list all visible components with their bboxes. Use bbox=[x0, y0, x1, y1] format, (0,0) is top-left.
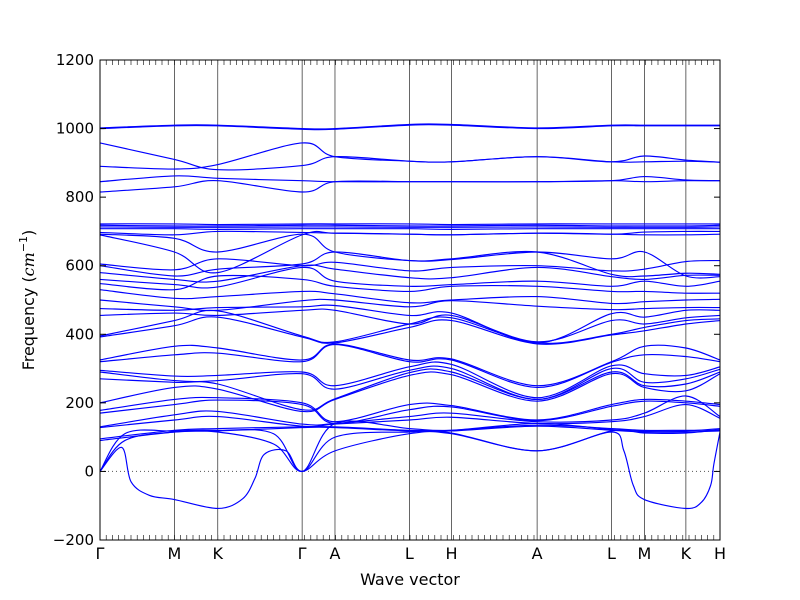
x-tick-label: H bbox=[714, 544, 726, 563]
x-tick-label: M bbox=[637, 544, 651, 563]
band-line-31 bbox=[100, 396, 720, 423]
y-tick-label: 600 bbox=[65, 257, 94, 275]
y-tick-label: 200 bbox=[65, 394, 94, 412]
y-tick-label: 0 bbox=[84, 462, 94, 480]
y-axis-title-exponent: −1 bbox=[17, 236, 30, 252]
band-line-30 bbox=[100, 371, 720, 413]
band-line-13 bbox=[100, 230, 720, 274]
band-line-21 bbox=[100, 304, 720, 344]
minor-ticks-group bbox=[99, 60, 721, 540]
band-line-10 bbox=[100, 228, 720, 230]
band-line-3 bbox=[100, 142, 720, 171]
band-line-29 bbox=[100, 368, 720, 411]
band-line-34 bbox=[100, 403, 720, 429]
x-tick-label: A bbox=[532, 544, 543, 563]
y-tick-label: 1000 bbox=[56, 120, 94, 138]
band-line-23 bbox=[100, 309, 720, 344]
y-tick-label: 800 bbox=[65, 188, 94, 206]
plot-frame bbox=[99, 59, 721, 541]
y-axis: −200 0 200 400 600 800 1000 1200 bbox=[53, 51, 720, 549]
y-axis-title-close: ) bbox=[19, 230, 38, 236]
band-line-26 bbox=[100, 343, 720, 389]
band-line-17 bbox=[100, 266, 720, 289]
band-line-6 bbox=[100, 180, 720, 193]
band-line-33 bbox=[100, 395, 720, 428]
band-line-2 bbox=[100, 123, 720, 130]
y-tick-label: −200 bbox=[53, 531, 94, 549]
x-tick-label: K bbox=[213, 544, 224, 563]
y-tick-label: 400 bbox=[65, 325, 94, 343]
y-axis-title-unit: cm bbox=[19, 252, 38, 276]
y-axis-title: Frequency (cm−1) bbox=[17, 230, 38, 371]
band-line-15 bbox=[100, 250, 720, 278]
band-line-19 bbox=[100, 289, 720, 305]
high-symmetry-lines bbox=[174, 60, 687, 540]
band-line-18 bbox=[100, 274, 720, 294]
x-tick-label: H bbox=[446, 544, 458, 563]
band-line-38 bbox=[100, 429, 720, 473]
band-line-16 bbox=[100, 264, 720, 283]
band-line-39 bbox=[100, 430, 720, 510]
band-line-22 bbox=[100, 308, 720, 343]
x-tick-label: L bbox=[405, 544, 414, 563]
band-series-group bbox=[100, 123, 720, 510]
band-line-24 bbox=[100, 316, 720, 345]
x-tick-label: Γ bbox=[298, 544, 307, 563]
band-line-32 bbox=[100, 399, 720, 425]
band-line-37 bbox=[100, 420, 720, 473]
x-tick-label: Γ bbox=[96, 544, 105, 563]
y-tick-label: 1200 bbox=[56, 51, 94, 69]
x-tick-label: L bbox=[607, 544, 616, 563]
band-line-7 bbox=[100, 223, 720, 226]
band-line-28 bbox=[100, 365, 720, 401]
band-line-8 bbox=[100, 224, 720, 227]
band-line-4 bbox=[100, 142, 720, 170]
band-line-27 bbox=[100, 361, 720, 399]
x-tick-label: A bbox=[330, 544, 341, 563]
y-axis-title-text: Frequency ( bbox=[19, 276, 38, 370]
x-tick-label: K bbox=[681, 544, 692, 563]
x-tick-label: M bbox=[167, 544, 181, 563]
band-line-14 bbox=[100, 258, 720, 272]
band-line-25 bbox=[100, 343, 720, 387]
x-axis-title: Wave vector bbox=[360, 570, 460, 589]
